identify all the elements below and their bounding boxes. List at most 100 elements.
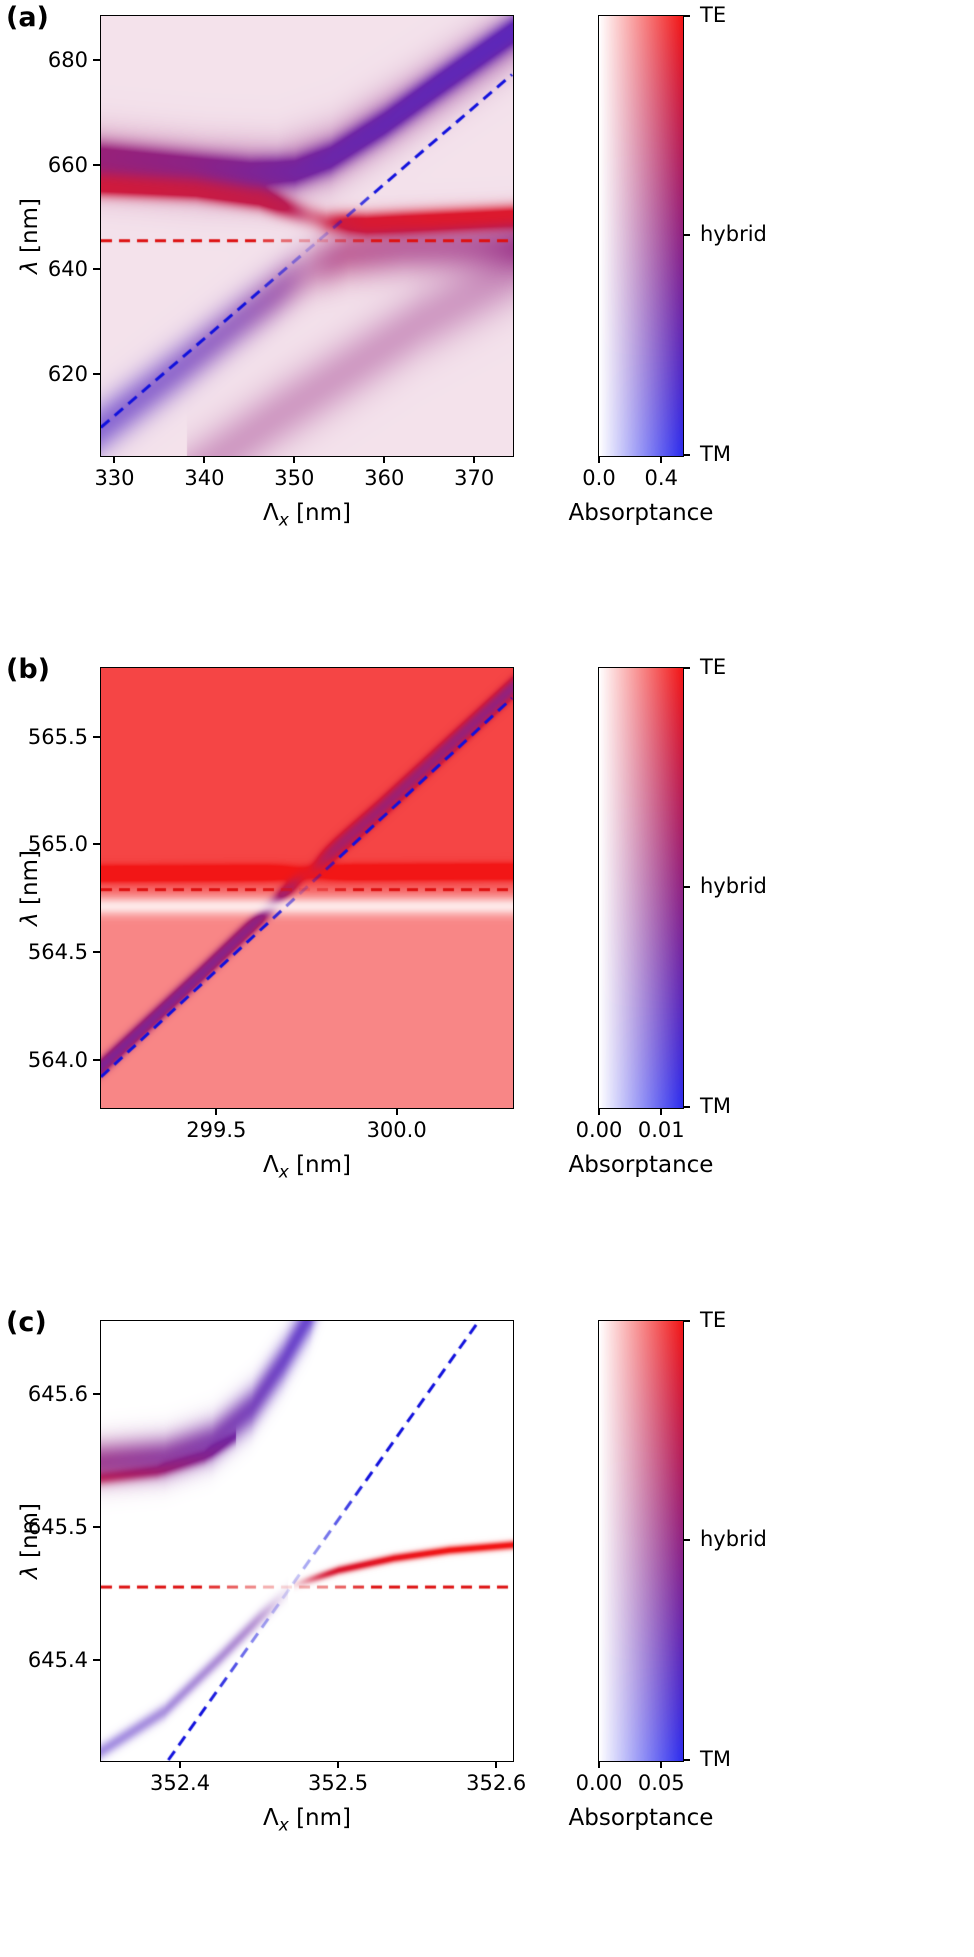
x-tick-mark [113,457,116,463]
x-tick-label: 300.0 [366,1118,427,1142]
y-tick-mark [93,372,100,375]
colorbar-side-tick [684,15,690,17]
y-axis-symbol: λ [17,1565,43,1579]
x-axis-unit: [nm] [288,1152,352,1178]
x-tick-label: 330 [94,466,135,490]
x-axis-unit: [nm] [288,1805,352,1831]
x-tick-label: 360 [364,466,405,490]
y-tick-mark [93,163,100,166]
colorbar-hybrid-label: hybrid [700,1527,767,1551]
colorbar-tm-label: TM [700,1747,731,1771]
y-axis-symbol: λ [17,912,43,926]
x-tick-mark [495,1762,498,1768]
heatmap [100,667,514,1109]
colorbar-tick-mark [660,457,663,463]
colorbar-tm-label: TM [700,1094,731,1118]
x-axis-subscript: x [278,510,289,531]
panel-c: (c) λ [nm] Λx [nm] TE hybrid TM Absorpta… [0,1305,974,1957]
colorbar-side-tick [684,1106,690,1108]
x-tick-label: 340 [184,466,225,490]
colorbar-tm-label: TM [700,442,731,466]
colorbar-te-label: TE [700,1308,727,1332]
x-axis-subscript: x [278,1162,289,1183]
x-tick-mark [395,1109,398,1115]
y-tick-label: 564.5 [27,940,88,965]
x-tick-label: 352.4 [149,1771,211,1795]
y-tick-mark [93,59,100,62]
colorbar-axis-label: Absorptance [568,500,714,526]
x-tick-label: 352.5 [308,1771,369,1795]
y-tick-mark [93,843,100,846]
panel-a: (a) λ [nm] Λx [nm] TE hybrid TM Absorpta… [0,0,974,652]
colorbar-side-tick [684,1759,690,1761]
y-tick-label: 565.5 [27,724,88,749]
y-tick-mark [93,1058,100,1061]
colorbar-side-tick [684,234,690,236]
colorbar-tick-mark [660,1762,663,1768]
x-tick-mark [179,1762,182,1768]
x-tick-mark [383,457,386,463]
colorbar-axis-label: Absorptance [568,1805,714,1831]
colorbar-hybrid-label: hybrid [700,222,767,246]
panel-label: (c) [6,1307,47,1338]
colorbar [598,667,684,1109]
y-tick-label: 565.0 [27,832,88,857]
panel-label: (b) [6,654,51,685]
x-axis-symbol: Λ [262,1152,279,1178]
x-axis-unit: [nm] [288,500,352,526]
x-tick-label: 299.5 [186,1118,247,1142]
y-tick-label: 640 [47,257,88,282]
x-tick-mark [473,457,476,463]
colorbar-tick-mark [598,1109,600,1115]
colorbar-tick-label: 0.01 [637,1118,685,1142]
colorbar-tick-label: 0.05 [637,1771,685,1795]
colorbar-tick-mark [598,1762,600,1768]
y-tick-label: 564.0 [27,1047,88,1072]
colorbar-tick-label: 0.4 [644,466,678,490]
x-axis-label: Λx [nm] [101,1805,513,1836]
y-axis-unit: [nm] [17,850,43,913]
y-tick-label: 645.4 [27,1648,88,1673]
x-tick-label: 352.6 [466,1771,527,1795]
colorbar-hybrid-label: hybrid [700,874,767,898]
x-axis-subscript: x [278,1815,289,1836]
x-tick-mark [337,1762,340,1768]
x-tick-mark [215,1109,218,1115]
x-axis-label: Λx [nm] [101,500,513,531]
y-tick-mark [93,1526,100,1529]
x-tick-label: 350 [274,466,315,490]
panel-b: (b) λ [nm] Λx [nm] TE hybrid TM Absorpta… [0,652,974,1304]
heatmap [100,1320,514,1762]
colorbar-tick-mark [598,457,600,463]
colorbar-side-tick [684,667,690,669]
colorbar-axis-label: Absorptance [568,1152,714,1178]
colorbar-te-label: TE [700,655,727,679]
colorbar-tick-label: 0.0 [582,466,616,490]
y-tick-mark [93,951,100,954]
y-tick-label: 620 [47,361,88,386]
colorbar-te-label: TE [700,3,727,27]
colorbar-side-tick [684,1539,690,1541]
colorbar [598,1320,684,1762]
x-axis-label: Λx [nm] [101,1152,513,1183]
y-tick-label: 645.6 [27,1382,88,1407]
y-tick-label: 660 [47,152,88,177]
x-axis-symbol: Λ [262,1805,279,1831]
y-tick-mark [93,1659,100,1662]
y-tick-mark [93,1393,100,1396]
x-tick-mark [203,457,206,463]
x-tick-label: 370 [454,466,495,490]
y-axis-label: λ [nm] [17,850,43,926]
colorbar-tick-label: 0.00 [575,1771,623,1795]
y-axis-unit: [nm] [17,198,43,261]
x-axis-symbol: Λ [262,500,279,526]
colorbar-side-tick [684,886,690,888]
x-tick-mark [293,457,296,463]
y-tick-mark [93,735,100,738]
y-tick-mark [93,268,100,271]
colorbar-side-tick [684,1320,690,1322]
y-tick-label: 645.5 [27,1515,88,1540]
panel-label: (a) [6,2,49,33]
colorbar-side-tick [684,454,690,456]
colorbar-tick-mark [660,1109,663,1115]
